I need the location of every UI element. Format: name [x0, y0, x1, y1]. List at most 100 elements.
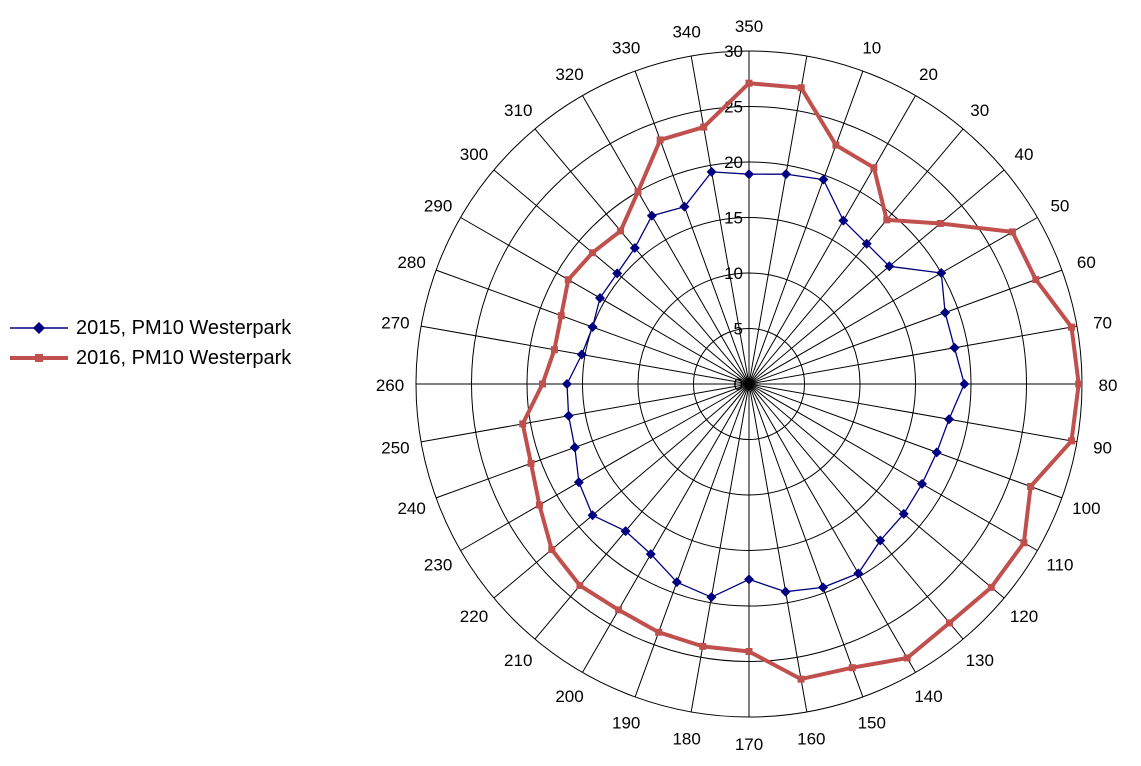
series-1-point-13 — [987, 583, 995, 591]
grid-spoke-20 — [634, 383, 750, 698]
grid-spoke-7 — [748, 269, 1063, 385]
series-0-point-6 — [936, 268, 947, 278]
grid-spoke-33 — [582, 95, 750, 385]
angle-label-200: 200 — [555, 687, 583, 706]
angle-label-120: 120 — [1010, 607, 1038, 626]
legend-marker-2016 — [10, 354, 68, 362]
grid-spoke-22 — [534, 383, 750, 640]
series-1-point-31 — [589, 249, 597, 257]
grid-spoke-14 — [748, 383, 964, 640]
series-0-point-26 — [563, 410, 574, 421]
series-0-point-16 — [818, 582, 829, 593]
radial-tick-label-15: 15 — [724, 209, 743, 228]
series-1-point-16 — [848, 664, 856, 672]
series-0-point-25 — [569, 442, 580, 453]
series-0-point-10 — [944, 414, 955, 425]
angle-label-290: 290 — [424, 197, 452, 216]
angle-label-150: 150 — [858, 713, 886, 732]
angle-label-280: 280 — [397, 253, 425, 272]
angle-label-260: 260 — [376, 376, 404, 395]
grid-spoke-25 — [435, 383, 750, 499]
grid-spoke-34 — [634, 70, 750, 385]
grid-spoke-16 — [748, 383, 864, 698]
angle-label-210: 210 — [504, 651, 532, 670]
legend-item-2015: 2015, PM10 Westerpark — [8, 314, 291, 342]
series-0-point-17 — [780, 586, 791, 597]
grid-spoke-8 — [748, 325, 1078, 385]
series-1-point-14 — [945, 619, 953, 627]
series-0-point-21 — [645, 549, 656, 560]
radial-tick-label-30: 30 — [724, 42, 743, 61]
angle-label-270: 270 — [381, 314, 409, 333]
series-0-point-19 — [706, 592, 717, 603]
grid-spoke-26 — [420, 383, 750, 443]
legend-label-2015: 2015, PM10 Westerpark — [76, 316, 292, 339]
angle-label-80: 80 — [1099, 376, 1118, 395]
grid-spoke-23 — [493, 383, 750, 599]
angle-label-10: 10 — [862, 39, 881, 58]
grid-spoke-32 — [534, 128, 750, 385]
angle-label-330: 330 — [612, 39, 640, 58]
series-1-point-26 — [519, 420, 527, 428]
angle-label-300: 300 — [460, 145, 488, 164]
series-1-point-9 — [1075, 380, 1083, 388]
angle-label-100: 100 — [1072, 499, 1100, 518]
series-0-point-20 — [671, 577, 682, 588]
grid-spoke-5 — [748, 169, 1005, 385]
angle-label-160: 160 — [797, 730, 825, 749]
legend-marker-2015 — [10, 322, 68, 334]
series-0-point-4 — [861, 238, 872, 249]
angle-label-340: 340 — [672, 22, 700, 41]
series-1-point-21 — [615, 606, 623, 614]
series-0-point-29 — [587, 322, 598, 333]
series-1-point-18 — [745, 648, 753, 656]
angle-label-130: 130 — [966, 651, 994, 670]
series-1-point-3 — [870, 164, 878, 172]
angle-label-110: 110 — [1046, 556, 1073, 575]
legend-label-2016: 2016, PM10 Westerpark — [76, 346, 292, 369]
grid-spoke-15 — [748, 383, 916, 673]
grid-spoke-21 — [582, 383, 750, 673]
series-0-point-34 — [679, 201, 690, 212]
series-1-point-22 — [576, 582, 584, 590]
angle-label-220: 220 — [460, 607, 488, 626]
grid-spoke-2 — [748, 70, 864, 385]
angle-label-20: 20 — [919, 65, 938, 84]
series-1-point-20 — [655, 628, 663, 636]
series-1-point-10 — [1067, 437, 1075, 445]
series-0-point-14 — [875, 535, 886, 546]
series-0-point-13 — [898, 508, 909, 519]
series-1-point-1 — [797, 84, 805, 92]
series-0-point-9 — [959, 379, 970, 389]
angle-label-230: 230 — [424, 556, 452, 575]
grid-spoke-19 — [690, 383, 750, 713]
series-0-point-33 — [646, 210, 657, 221]
angle-label-180: 180 — [672, 730, 700, 749]
series-0-point-7 — [940, 307, 951, 318]
series-0-point-5 — [884, 261, 895, 272]
series-1-point-2 — [832, 141, 840, 149]
series-1-point-34 — [656, 136, 664, 144]
series-1-point-35 — [700, 123, 708, 131]
angle-label-90: 90 — [1093, 438, 1112, 457]
series-1-point-29 — [557, 312, 565, 320]
series-0-point-15 — [853, 568, 864, 579]
series-1-point-30 — [564, 276, 572, 284]
grid-spoke-17 — [748, 383, 808, 713]
angle-label-190: 190 — [612, 713, 640, 732]
series-0-point-11 — [931, 447, 942, 458]
grid-spoke-30 — [460, 217, 750, 385]
series-0-point-32 — [629, 242, 640, 253]
radial-tick-label-0: 0 — [734, 375, 743, 394]
grid-spoke-35 — [690, 55, 750, 385]
series-1-point-24 — [535, 501, 543, 509]
series-0-point-28 — [576, 349, 587, 360]
grid-spoke-11 — [748, 383, 1063, 499]
legend-item-2016: 2016, PM10 Westerpark — [8, 344, 291, 372]
series-0-point-30 — [595, 292, 606, 303]
legend: 2015, PM10 Westerpark 2016, PM10 Westerp… — [8, 314, 291, 374]
grid-spoke-3 — [748, 95, 916, 385]
angle-label-60: 60 — [1077, 253, 1096, 272]
angle-label-310: 310 — [504, 101, 532, 120]
